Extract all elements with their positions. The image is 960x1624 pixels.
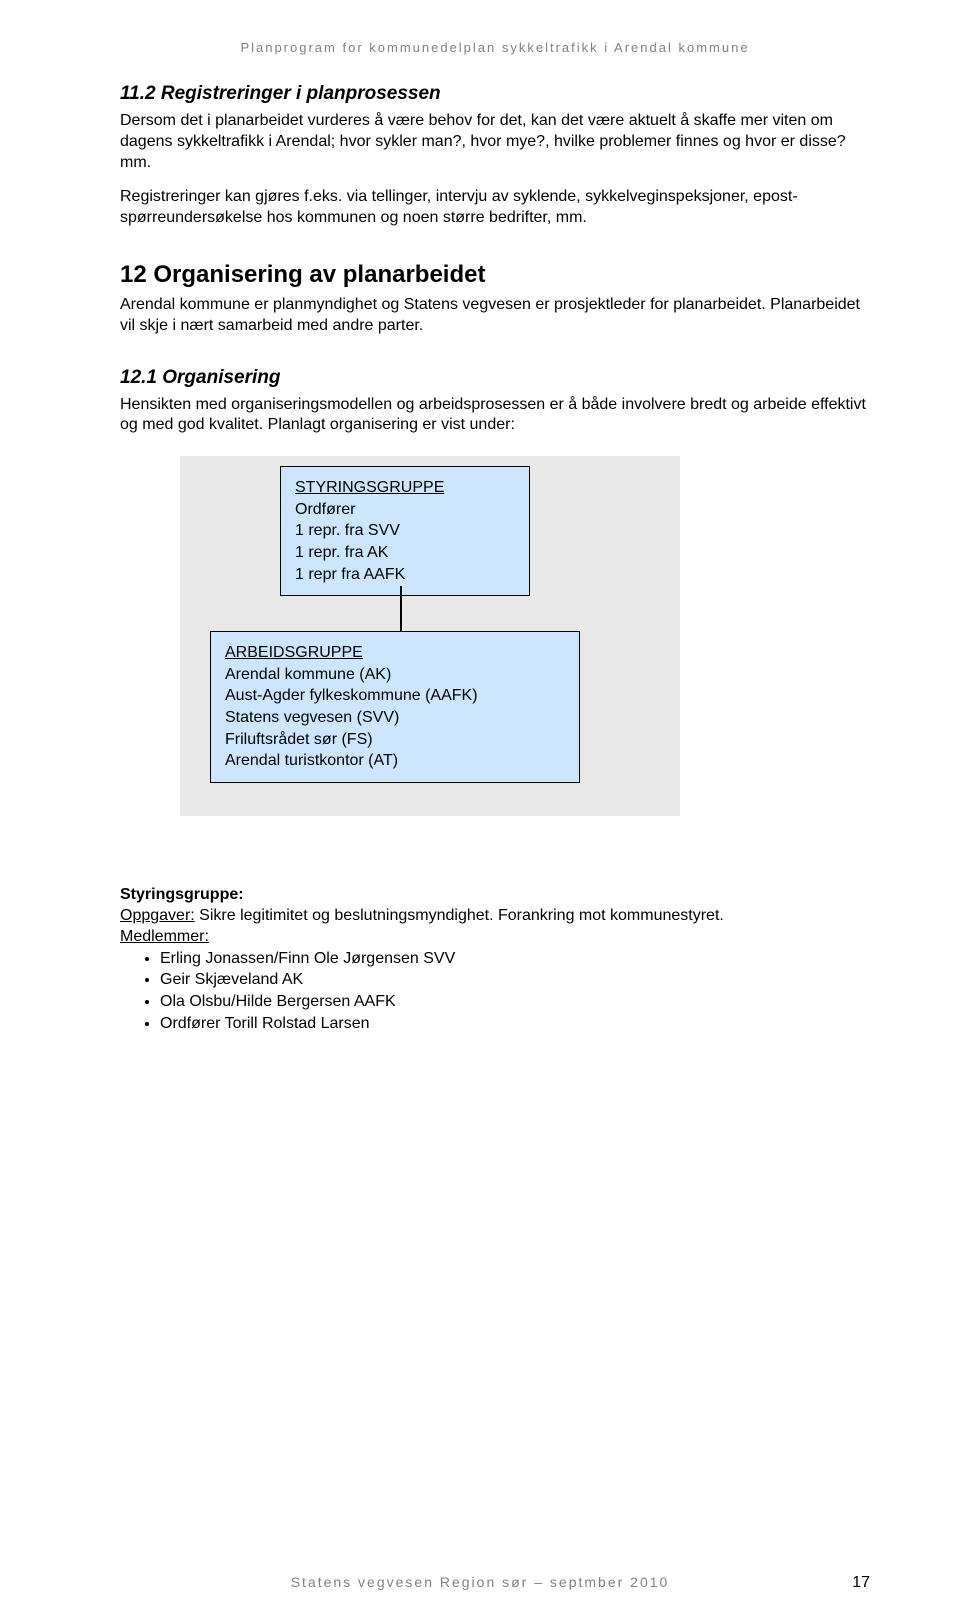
node-arbeidsgruppe-line: Arendal turistkontor (AT)	[225, 750, 565, 772]
heading-12-1: 12.1 Organisering	[120, 367, 870, 389]
page-header: Planprogram for kommunedelplan sykkeltra…	[120, 40, 870, 55]
node-arbeidsgruppe-title: ARBEIDSGRUPPE	[225, 642, 565, 664]
node-styringsgruppe-line: Ordfører	[295, 499, 515, 521]
node-arbeidsgruppe-line: Statens vegvesen (SVV)	[225, 707, 565, 729]
member-item: Geir Skjæveland AK	[160, 969, 870, 991]
footer-page-number: 17	[840, 1574, 870, 1592]
oppgaver-line: Oppgaver: Sikre legitimitet og beslutnin…	[120, 906, 870, 927]
member-item: Ordfører Torill Rolstad Larsen	[160, 1013, 870, 1035]
node-arbeidsgruppe-line: Arendal kommune (AK)	[225, 664, 565, 686]
member-item: Erling Jonassen/Finn Ole Jørgensen SVV	[160, 948, 870, 970]
styringsgruppe-title: Styringsgruppe:	[120, 886, 870, 904]
node-styringsgruppe-line: 1 repr. fra SVV	[295, 520, 515, 542]
para-12-a: Arendal kommune er planmyndighet og Stat…	[120, 295, 870, 337]
oppgaver-text: Sikre legitimitet og beslutningsmyndighe…	[195, 907, 724, 924]
node-styringsgruppe-line: 1 repr. fra AK	[295, 542, 515, 564]
node-arbeidsgruppe-line: Friluftsrådet sør (FS)	[225, 729, 565, 751]
node-arbeidsgruppe-line: Aust-Agder fylkeskommune (AAFK)	[225, 685, 565, 707]
heading-12: 12 Organisering av planarbeidet	[120, 261, 870, 289]
styringsgruppe-section: Styringsgruppe: Oppgaver: Sikre legitimi…	[120, 886, 870, 1034]
heading-11-2: 11.2 Registreringer i planprosessen	[120, 83, 870, 105]
oppgaver-label: Oppgaver:	[120, 907, 195, 924]
footer-center-text: Statens vegvesen Region sør – septmber 2…	[120, 1574, 840, 1590]
members-list: Erling Jonassen/Finn Ole Jørgensen SVV G…	[160, 948, 870, 1034]
node-styringsgruppe-title: STYRINGSGRUPPE	[295, 477, 515, 499]
member-item: Ola Olsbu/Hilde Bergersen AAFK	[160, 991, 870, 1013]
medlemmer-line: Medlemmer:	[120, 927, 870, 948]
node-styringsgruppe: STYRINGSGRUPPE Ordfører 1 repr. fra SVV …	[280, 466, 530, 596]
para-11-2-b: Registreringer kan gjøres f.eks. via tel…	[120, 187, 870, 229]
para-12-1-a: Hensikten med organiseringsmodellen og a…	[120, 395, 870, 437]
node-arbeidsgruppe: ARBEIDSGRUPPE Arendal kommune (AK) Aust-…	[210, 631, 580, 783]
para-11-2-a: Dersom det i planarbeidet vurderes å vær…	[120, 111, 870, 173]
node-styringsgruppe-line: 1 repr fra AAFK	[295, 564, 515, 586]
page-footer: Statens vegvesen Region sør – septmber 2…	[120, 1574, 870, 1592]
diagram-connector	[400, 586, 402, 631]
medlemmer-label: Medlemmer:	[120, 928, 209, 945]
org-diagram: STYRINGSGRUPPE Ordfører 1 repr. fra SVV …	[180, 456, 680, 816]
